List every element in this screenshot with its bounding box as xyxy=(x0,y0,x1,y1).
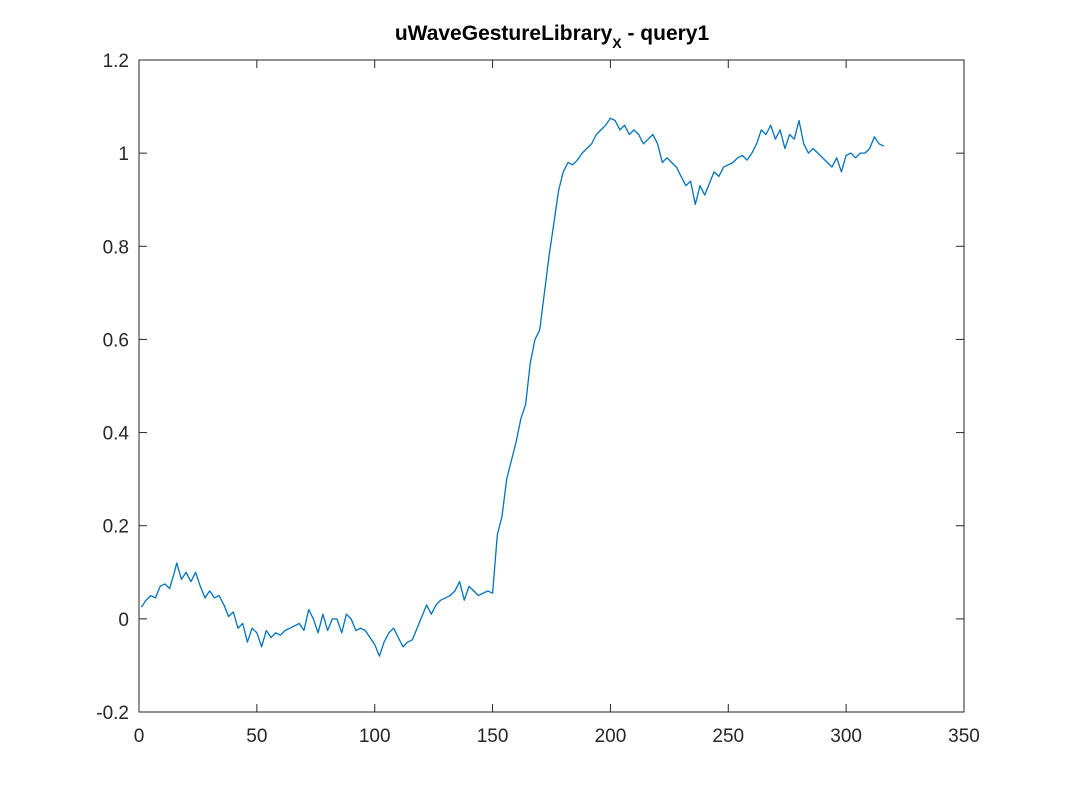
y-tick-label: 0.2 xyxy=(103,517,129,538)
series-line xyxy=(140,117,885,657)
chart-title-main: uWaveGestureLibrary xyxy=(395,22,613,45)
x-tick-label: 300 xyxy=(830,726,862,747)
chart-title-subscript: X xyxy=(612,35,622,51)
y-tick-label: 0.4 xyxy=(103,424,130,445)
x-tick-label: 250 xyxy=(712,726,744,747)
axes-box xyxy=(138,59,965,713)
x-tick-label: 200 xyxy=(595,726,627,747)
y-tick-label: 0.6 xyxy=(103,330,129,351)
x-tick-label: 100 xyxy=(359,726,391,747)
y-tick-label: -0.2 xyxy=(96,703,129,724)
x-tick-label: 350 xyxy=(948,726,980,747)
x-tick-label: 50 xyxy=(246,726,267,747)
y-tick-label: 1.2 xyxy=(103,51,129,72)
x-tick-label: 0 xyxy=(134,726,145,747)
chart-title-suffix: - query1 xyxy=(622,22,710,45)
chart-title: uWaveGestureLibraryX - query1 xyxy=(395,22,710,51)
y-tick-label: 0 xyxy=(118,610,129,631)
y-tick-label: 1 xyxy=(118,144,129,165)
y-tick-label: 0.8 xyxy=(103,237,129,258)
plot-area: 0 50 100 150 200 250 300 350-0.200.20.40.60.811… xyxy=(96,51,980,747)
x-tick-label: 150 xyxy=(477,726,509,747)
